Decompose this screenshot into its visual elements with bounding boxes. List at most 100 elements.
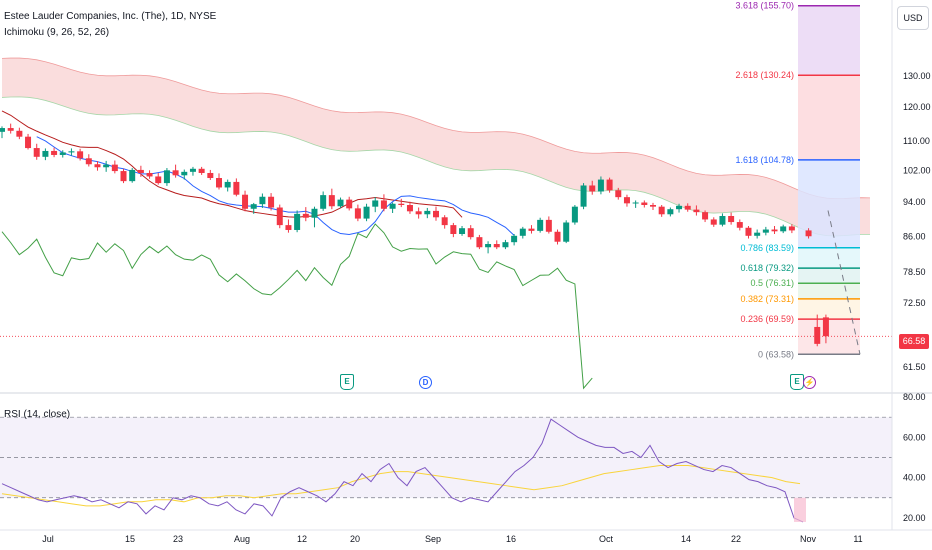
cloud-area [2,58,870,237]
candle [589,180,596,195]
candle-body [363,206,370,219]
candle-body [103,164,110,168]
rsi-tick-label: 20.00 [903,513,926,523]
fib-zone [798,5,860,76]
price-tick-label: 72.50 [903,298,926,308]
fib-level-label: 0.5 (76.31) [750,278,794,288]
candle-body [519,228,526,236]
candle-body [198,168,205,173]
candle-body [250,204,257,209]
fib-zone [798,283,860,299]
dividend-marker[interactable]: D [419,376,432,389]
candle [623,194,630,207]
candle [424,207,431,219]
candle [415,207,422,219]
candle [337,197,344,208]
time-tick-label: 23 [173,534,183,544]
rsi-line [1,418,804,523]
last-price-tag: 66.58 [899,334,929,349]
candle-body [0,128,5,132]
candle-body [788,226,795,231]
candle [68,148,75,156]
candle [511,234,518,246]
candle [294,210,301,233]
time-tick-label: Nov [800,534,817,544]
candle [545,216,552,234]
candle [762,226,769,236]
candle-body [120,171,127,182]
candle-body [285,225,292,230]
fib-level-label: 0.236 (69.59) [740,314,794,324]
candle [172,164,179,178]
candle [554,229,561,245]
candle [103,160,110,172]
candle-body [762,229,769,233]
candle-body [606,179,613,191]
time-axis[interactable]: Jul 15 23 Aug 12 20 Sep 16 Oct 14 22 Nov 11 [0,529,932,544]
candle-body [745,227,752,236]
price-axis[interactable]: 130.00 120.00 110.00 102.00 94.00 86.00 78.50 7… [891,0,931,530]
rsi-legend[interactable]: RSI (14, close) [4,409,71,420]
price-tick-label: 94.00 [903,197,926,207]
candle [485,241,492,254]
candle-body [563,222,570,242]
candle-body [805,230,812,237]
time-tick-label: Aug [234,534,250,544]
candle-body [615,190,622,198]
candle [328,188,335,210]
time-tick-label: Jul [42,534,54,544]
fib-zone [798,268,860,284]
candle-body [389,203,396,209]
earnings-marker[interactable]: E [790,374,804,390]
candle-body [641,202,648,206]
candle-body [814,326,821,344]
split-marker[interactable]: ⚡ [803,376,816,389]
candle [372,197,379,213]
indicator-legend[interactable]: Ichimoku (9, 26, 52, 26) [4,27,110,38]
price-tick-label: 78.50 [903,267,926,277]
candle-body [597,179,604,192]
candle [189,166,196,176]
candle [7,123,14,134]
candle-body [25,136,32,149]
candle [0,126,5,139]
candle [25,133,32,150]
currency-button[interactable]: USD [897,6,929,30]
candle-body [320,195,327,209]
price-tick-label: 61.50 [903,362,926,372]
candle-body [207,172,214,179]
candle-body [85,158,92,165]
time-tick-label: 16 [506,534,516,544]
candle [771,225,778,235]
candle-body [658,206,665,215]
candle [198,166,205,175]
candle [745,225,752,239]
candle-body [459,228,466,235]
candle [754,229,761,239]
candle-body [172,170,179,176]
candle-body [424,210,431,215]
candle [320,191,327,211]
earnings-marker[interactable]: E [340,374,354,390]
candle-body [311,208,318,218]
candle [216,173,222,190]
price-tick-label: 130.00 [903,71,931,81]
candle-body [42,150,49,157]
candle [537,217,544,233]
fib-level-label: 0.618 (79.32) [740,263,794,273]
candle-body [259,196,266,205]
candle [111,160,118,174]
candle-body [719,215,726,225]
fib-zone [798,75,860,160]
candle [710,217,717,227]
candle-body [16,130,23,137]
candle-body [328,195,335,207]
fib-level-label: 0.382 (73.31) [740,294,794,304]
candle [250,202,257,214]
candle-body [294,213,301,230]
chikou-span-line [1,223,593,390]
rsi-ma-line [1,465,801,507]
candle [615,187,622,200]
candle [120,168,127,184]
